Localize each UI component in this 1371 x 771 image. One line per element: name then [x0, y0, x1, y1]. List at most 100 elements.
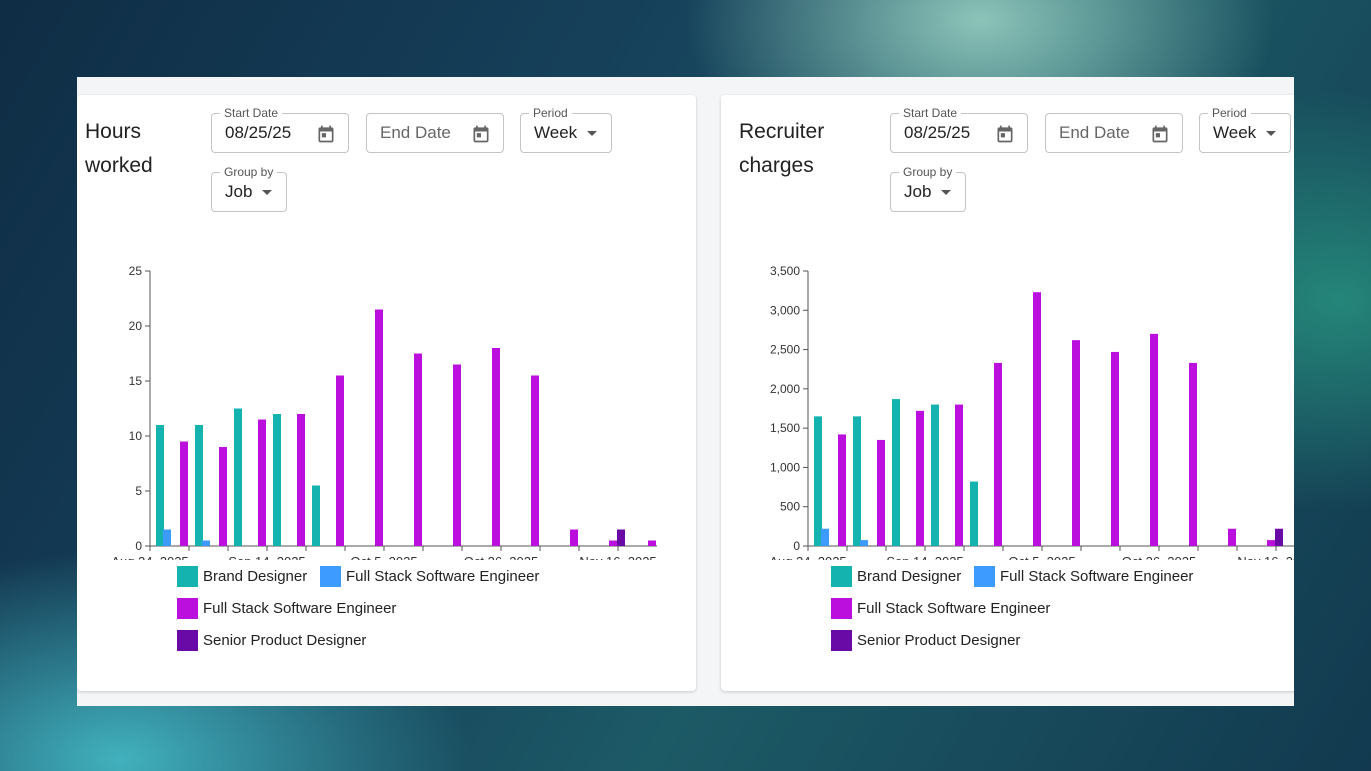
- start-date-value: 08/25/25: [904, 123, 971, 142]
- legend-swatch: [177, 597, 198, 619]
- hours-worked-title: Hours worked: [85, 120, 153, 177]
- bar[interactable]: [892, 399, 900, 546]
- bar[interactable]: [202, 540, 210, 547]
- group-by-select[interactable]: Group by Job: [890, 165, 966, 212]
- bar[interactable]: [195, 425, 203, 546]
- period-select[interactable]: Period Week: [1199, 106, 1291, 153]
- bar[interactable]: [1111, 351, 1119, 546]
- bar[interactable]: [1033, 292, 1041, 546]
- bar[interactable]: [1228, 528, 1236, 546]
- legend-item-brand-designer: Brand Designer: [177, 565, 307, 587]
- bar[interactable]: [234, 408, 242, 547]
- legend-label: Full Stack Software Engineer: [346, 567, 540, 585]
- bar[interactable]: [273, 414, 281, 546]
- end-date-placeholder: End Date: [380, 123, 451, 142]
- bar[interactable]: [814, 416, 822, 546]
- legend-swatch: [831, 629, 852, 651]
- bar[interactable]: [853, 416, 861, 546]
- bar[interactable]: [1072, 340, 1080, 546]
- start-date-field[interactable]: Start Date 08/25/25: [890, 106, 1028, 153]
- bar[interactable]: [531, 375, 539, 547]
- start-date-field[interactable]: Start Date 08/25/25: [211, 106, 349, 153]
- chevron-down-icon: [587, 131, 597, 136]
- bar[interactable]: [414, 353, 422, 547]
- period-select[interactable]: Period Week: [520, 106, 612, 153]
- bar[interactable]: [375, 309, 383, 547]
- group-by-select[interactable]: Group by Job: [211, 165, 287, 212]
- start-date-value: 08/25/25: [225, 123, 292, 142]
- bar[interactable]: [609, 540, 617, 547]
- calendar-icon[interactable]: [471, 124, 491, 144]
- bar[interactable]: [297, 414, 305, 546]
- bar[interactable]: [970, 481, 978, 546]
- bar[interactable]: [1189, 362, 1197, 546]
- y-tick-label: 2,000: [770, 382, 800, 396]
- y-tick-label: 1,000: [770, 460, 800, 474]
- bar[interactable]: [860, 540, 868, 546]
- legend-item-senior-product-designer: Senior Product Designer: [177, 629, 366, 651]
- chevron-down-icon: [1266, 131, 1276, 136]
- legend-label: Brand Designer: [203, 567, 308, 585]
- chevron-down-icon: [941, 190, 951, 195]
- bar[interactable]: [163, 529, 171, 547]
- y-tick-label: 25: [129, 264, 143, 278]
- group-by-value: Job: [225, 182, 253, 201]
- calendar-icon[interactable]: [995, 124, 1015, 144]
- bar[interactable]: [838, 434, 846, 546]
- y-tick-label: 2,500: [770, 343, 800, 357]
- bar[interactable]: [258, 419, 266, 547]
- legend-label: Senior Product Designer: [857, 631, 1021, 649]
- bar[interactable]: [219, 447, 227, 546]
- y-tick-label: 0: [135, 539, 142, 553]
- group-by-label: Group by: [220, 165, 278, 179]
- period-label: Period: [1208, 106, 1251, 120]
- end-date-placeholder: End Date: [1059, 123, 1130, 142]
- end-date-field[interactable]: End Date: [366, 113, 504, 153]
- bar[interactable]: [916, 410, 924, 546]
- bar[interactable]: [453, 364, 461, 547]
- y-tick-label: 5: [135, 484, 142, 498]
- legend-label: Brand Designer: [857, 567, 962, 585]
- legend-item-full-stack-purple: Full Stack Software Engineer: [177, 597, 396, 619]
- legend-label: Full Stack Software Engineer: [1000, 567, 1194, 585]
- bar[interactable]: [931, 404, 939, 546]
- legend-item-full-stack-blue: Full Stack Software Engineer: [974, 565, 1193, 587]
- bar[interactable]: [570, 529, 578, 547]
- y-tick-label: 20: [129, 319, 143, 333]
- calendar-icon[interactable]: [316, 124, 336, 144]
- bar[interactable]: [994, 362, 1002, 546]
- calendar-icon[interactable]: [1150, 124, 1170, 144]
- y-tick-label: 15: [129, 374, 143, 388]
- group-by-value: Job: [904, 182, 932, 201]
- bar[interactable]: [648, 540, 656, 547]
- dashboard-frame: Hours worked Start Date 08/25/25 End Dat…: [77, 77, 1294, 706]
- chevron-down-icon: [262, 190, 272, 195]
- bar[interactable]: [877, 439, 885, 546]
- bar[interactable]: [617, 529, 625, 547]
- bar[interactable]: [156, 425, 164, 546]
- start-date-label: Start Date: [220, 106, 283, 120]
- bar[interactable]: [180, 441, 188, 547]
- bar[interactable]: [955, 404, 963, 546]
- legend-swatch: [177, 565, 198, 587]
- bar[interactable]: [1150, 333, 1158, 546]
- bar[interactable]: [312, 485, 320, 547]
- end-date-field[interactable]: End Date: [1045, 113, 1183, 153]
- bar[interactable]: [821, 528, 829, 546]
- charges-bar-chart: 0 500 1,000 1,500 2,000 2,500 3,000 3,500 Aug 24…: [769, 264, 1294, 560]
- period-value: Week: [1213, 123, 1257, 142]
- legend-label: Full Stack Software Engineer: [203, 599, 397, 617]
- bar[interactable]: [336, 375, 344, 547]
- bar[interactable]: [492, 348, 500, 546]
- bar[interactable]: [1267, 540, 1275, 546]
- bar[interactable]: [1275, 528, 1283, 546]
